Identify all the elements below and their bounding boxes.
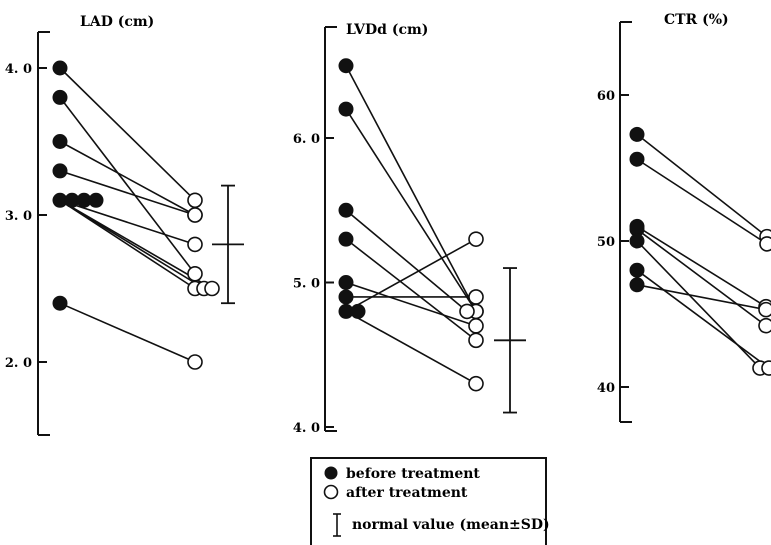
after-marker xyxy=(187,207,203,223)
before-marker xyxy=(52,163,68,179)
before-marker xyxy=(88,192,104,208)
legend: before treatment after treatment normal … xyxy=(310,457,550,545)
y-tick-label: 5. 0 xyxy=(293,277,320,292)
before-marker xyxy=(52,60,68,76)
before-marker xyxy=(629,126,645,142)
legend-after-marker xyxy=(323,484,339,500)
pair-line xyxy=(345,281,477,327)
pair-line xyxy=(636,284,767,311)
pair-line xyxy=(345,238,477,313)
pair-line xyxy=(59,302,196,363)
after-marker xyxy=(468,289,484,305)
panel-title-lad: LAD (cm) xyxy=(80,14,154,30)
before-marker xyxy=(76,192,92,208)
legend-after-label: after treatment xyxy=(346,485,468,501)
before-marker xyxy=(629,277,645,293)
legend-before-label: before treatment xyxy=(346,466,480,482)
before-marker xyxy=(64,192,80,208)
y-tick-label: 2. 0 xyxy=(5,356,32,371)
legend-normal-label: normal value (mean±SD) xyxy=(352,517,550,533)
pair-line xyxy=(59,199,196,246)
after-marker xyxy=(187,354,203,370)
before-marker xyxy=(52,89,68,105)
pair-line xyxy=(59,199,213,290)
pair-line xyxy=(636,225,767,308)
before-marker xyxy=(52,192,68,208)
legend-before-marker xyxy=(324,466,338,480)
before-marker xyxy=(52,134,68,149)
after-marker xyxy=(187,236,203,253)
panel-1: 4. 0 5. 0 6. 0 xyxy=(293,26,526,436)
panel-2: 40 50 60 xyxy=(597,21,771,423)
after-marker xyxy=(758,317,771,334)
before-marker xyxy=(338,303,354,319)
pair-line xyxy=(59,140,196,216)
after-marker xyxy=(187,265,203,282)
before-marker xyxy=(338,202,354,218)
before-marker xyxy=(338,289,354,305)
pair-line xyxy=(636,158,768,245)
after-marker xyxy=(468,318,484,334)
before-marker xyxy=(52,295,68,311)
panel-title-ctr: CTR (%) xyxy=(664,12,729,28)
pair-line xyxy=(345,65,477,312)
after-marker xyxy=(187,192,203,209)
pair-line xyxy=(636,228,767,327)
pair-line xyxy=(636,133,768,238)
after-marker xyxy=(204,280,220,297)
after-marker xyxy=(468,375,484,392)
after-marker xyxy=(459,303,475,320)
legend-errorbar-marker xyxy=(333,513,341,537)
panel-title-lvdd: LVDd (cm) xyxy=(346,22,428,38)
plot-panels: 2. 0 3. 0 4. 0 4. 0 5. 0 6. 0 40 50 60 xyxy=(5,21,771,436)
before-marker xyxy=(338,58,354,74)
after-marker xyxy=(758,301,771,318)
before-marker xyxy=(350,303,366,319)
y-tick-label: 3. 0 xyxy=(5,209,32,224)
before-marker xyxy=(629,221,645,237)
y-tick-label: 60 xyxy=(597,89,615,104)
y-tick-label: 4. 0 xyxy=(5,62,32,77)
before-marker xyxy=(338,101,354,117)
after-marker xyxy=(468,332,484,349)
pair-line xyxy=(636,269,770,369)
pair-line xyxy=(345,238,477,341)
after-marker xyxy=(468,231,484,247)
pair-line xyxy=(345,108,477,312)
before-marker xyxy=(338,275,354,290)
before-marker xyxy=(338,231,354,247)
y-tick-label: 40 xyxy=(597,381,615,396)
legend-frame xyxy=(310,457,547,545)
before-marker xyxy=(629,151,645,167)
pair-line xyxy=(59,170,196,216)
panel-0: 2. 0 3. 0 4. 0 xyxy=(5,31,244,436)
pair-line xyxy=(59,96,196,275)
before-marker xyxy=(629,262,645,278)
after-marker xyxy=(761,360,771,376)
pair-line xyxy=(345,209,468,313)
pair-line xyxy=(59,67,196,201)
pair-line xyxy=(345,310,477,385)
y-tick-label: 50 xyxy=(597,235,615,250)
y-tick-label: 6. 0 xyxy=(293,132,320,147)
after-marker xyxy=(759,236,771,252)
y-tick-label: 4. 0 xyxy=(293,421,320,436)
before-marker xyxy=(629,233,645,249)
